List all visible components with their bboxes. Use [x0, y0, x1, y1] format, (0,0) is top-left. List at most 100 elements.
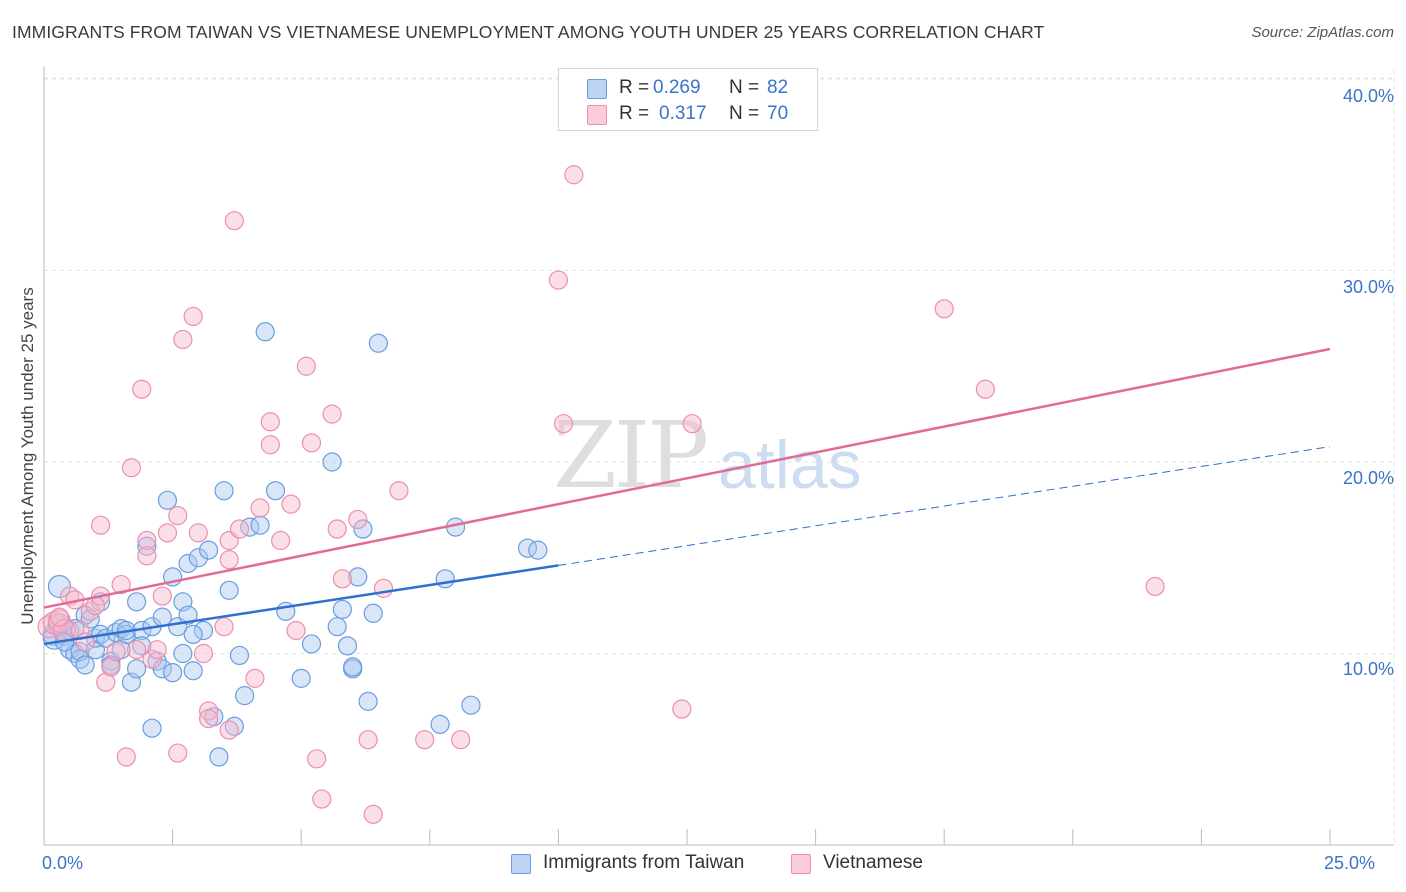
- vietnamese-point: [199, 709, 219, 729]
- taiwan-point: [126, 592, 147, 612]
- taiwan-point: [132, 636, 152, 656]
- taiwan-point: [183, 661, 203, 681]
- taiwan-point: [224, 716, 244, 736]
- taiwan-point: [152, 659, 172, 679]
- x-tick-label-max: 25.0%: [1324, 853, 1376, 873]
- taiwan-point: [214, 481, 234, 501]
- taiwan-point: [528, 540, 548, 560]
- vietnamese-point: [219, 720, 239, 740]
- vietnamese-point: [168, 506, 188, 526]
- taiwan-point: [337, 636, 358, 656]
- vietnamese-point: [389, 481, 409, 501]
- vietnamese-point: [137, 530, 157, 551]
- vietnamese-point: [682, 414, 702, 434]
- taiwan-point: [178, 553, 198, 574]
- vietnamese-point: [281, 494, 301, 514]
- vietnamese-point: [49, 607, 70, 627]
- r-value: 0.317: [659, 103, 707, 124]
- taiwan-point: [173, 643, 193, 664]
- series-taiwan-points: [42, 322, 548, 767]
- taiwan-point: [229, 645, 250, 666]
- taiwan-point: [142, 718, 162, 738]
- vietnamese-point: [193, 643, 214, 664]
- vietnamese-point: [168, 743, 188, 763]
- x-tick-label-min: 0.0%: [42, 853, 84, 873]
- taiwan-point: [255, 322, 275, 342]
- vietnamese-point: [121, 458, 142, 478]
- chart-title: IMMIGRANTS FROM TAIWAN VS VIETNAMESE UNE…: [12, 22, 1045, 42]
- taiwan-point: [209, 747, 229, 767]
- legend-swatch-vietnamese: [587, 105, 607, 125]
- r-value: 0.269: [653, 77, 701, 98]
- taiwan-point: [183, 624, 203, 644]
- taiwan-point: [343, 657, 363, 677]
- vietnamese-point: [96, 672, 116, 692]
- vietnamese-point: [672, 699, 692, 719]
- trend-line-taiwan-extension: [558, 446, 1331, 566]
- n-value: 70: [767, 103, 789, 124]
- taiwan-point: [363, 603, 383, 623]
- taiwan-point: [157, 490, 178, 510]
- vietnamese-point: [1145, 576, 1165, 597]
- vietnamese-point: [250, 498, 270, 518]
- vietnamese-point: [271, 530, 291, 551]
- y-tick-label: 40.0%: [1342, 86, 1394, 106]
- taiwan-point: [188, 548, 208, 568]
- taiwan-point: [348, 567, 368, 587]
- vietnamese-point: [415, 730, 435, 750]
- vietnamese-point: [219, 550, 239, 570]
- taiwan-point: [219, 580, 239, 600]
- watermark-zip: ZIP: [553, 402, 709, 509]
- vietnamese-point: [90, 515, 111, 535]
- vietnamese-point: [142, 649, 162, 669]
- vietnamese-point: [327, 519, 347, 539]
- vietnamese-point: [157, 523, 178, 543]
- taiwan-point: [75, 655, 95, 675]
- vietnamese-point: [322, 404, 342, 424]
- r-label: R =: [619, 77, 650, 98]
- r-label: R =: [619, 103, 650, 124]
- vietnamese-point: [111, 574, 131, 595]
- taiwan-point: [353, 519, 373, 539]
- y-tick-label: 10.0%: [1342, 659, 1394, 679]
- taiwan-point: [435, 569, 455, 589]
- vietnamese-point: [152, 586, 172, 606]
- legend-swatch-taiwan: [587, 79, 607, 99]
- legend-label-taiwan: Immigrants from Taiwan: [543, 852, 745, 873]
- vietnamese-point: [199, 701, 219, 721]
- taiwan-point: [178, 605, 198, 625]
- vietnamese-point: [116, 747, 136, 767]
- legend-swatch-taiwan: [511, 854, 531, 874]
- vietnamese-point: [183, 306, 203, 327]
- watermark-atlas: atlas: [718, 427, 862, 503]
- y-tick-label: 30.0%: [1342, 277, 1394, 297]
- grid-lines: [44, 70, 1395, 845]
- taiwan-point: [332, 599, 352, 620]
- vietnamese-point: [363, 804, 383, 824]
- vietnamese-point: [173, 329, 193, 350]
- vietnamese-point: [348, 509, 368, 530]
- vietnamese-point: [332, 569, 352, 589]
- vietnamese-point: [296, 356, 316, 376]
- taiwan-point: [235, 686, 255, 706]
- vietnamese-point: [564, 165, 584, 185]
- taiwan-point: [250, 515, 270, 535]
- vietnamese-point: [80, 601, 100, 621]
- vietnamese-point: [548, 270, 569, 290]
- axes: [43, 66, 1394, 846]
- vietnamese-point: [245, 668, 265, 688]
- vietnamese-point: [286, 620, 306, 641]
- vietnamese-point: [188, 523, 208, 543]
- vietnamese-point: [137, 546, 157, 566]
- vietnamese-point: [373, 578, 394, 598]
- taiwan-point: [265, 481, 286, 501]
- legend-label-vietnamese: Vietnamese: [823, 852, 923, 873]
- series-vietnamese-points: [37, 165, 1165, 824]
- vietnamese-point: [934, 299, 954, 319]
- taiwan-point: [430, 714, 450, 734]
- vietnamese-point: [229, 519, 250, 539]
- vietnamese-point: [451, 730, 471, 750]
- vietnamese-point: [312, 789, 332, 809]
- n-value: 82: [767, 77, 789, 98]
